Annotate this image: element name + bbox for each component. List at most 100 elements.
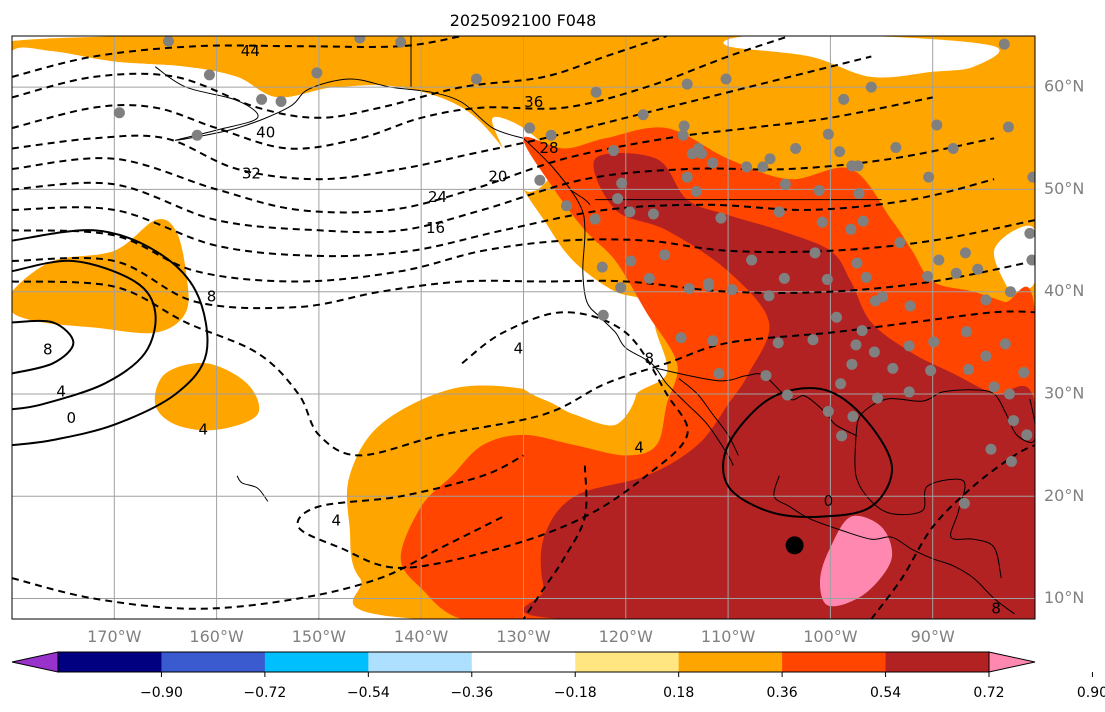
- contour-dashed-8: [12, 256, 1035, 310]
- colorbar-extend-low: [11, 651, 59, 673]
- contour-dashed-3: [12, 55, 872, 181]
- contour-label: 36: [524, 93, 543, 111]
- station-dot: [311, 67, 323, 79]
- coastline-segment-3: [854, 434, 1002, 579]
- station-dot: [850, 339, 862, 351]
- contour-label: 20: [488, 168, 507, 186]
- station-dot: [659, 249, 671, 261]
- station-dot: [726, 284, 738, 296]
- contour-dashed-10: [296, 311, 689, 569]
- contour-dashed-7: [12, 219, 1035, 283]
- colorbar-segment: [471, 652, 576, 672]
- station-dot: [836, 430, 848, 442]
- station-dot: [865, 81, 877, 93]
- station-dot: [838, 93, 850, 105]
- station-dot: [395, 36, 407, 48]
- colorbar-frame: [57, 651, 990, 673]
- lat-tick-label: 40°N: [1044, 281, 1084, 300]
- station-dot: [741, 161, 753, 173]
- contour-label: 0: [67, 409, 77, 427]
- fill-dark-red-0: [522, 152, 1035, 619]
- station-dot: [959, 247, 971, 259]
- station-dot: [681, 78, 693, 90]
- station-dot: [715, 212, 727, 224]
- station-dot: [847, 410, 859, 422]
- colorbar: [11, 651, 1036, 673]
- station-dot: [834, 146, 846, 158]
- station-dot: [988, 381, 1000, 393]
- contour-dashed-6: [12, 178, 995, 258]
- lon-tick-label: 140°W: [394, 627, 449, 646]
- station-dot: [1027, 171, 1035, 183]
- colorbar-tick-label: −0.54: [347, 685, 390, 701]
- lon-tick-label: 130°W: [496, 627, 551, 646]
- station-dot: [931, 119, 943, 131]
- station-dot: [809, 247, 821, 259]
- coastline-segment-6: [569, 188, 591, 206]
- station-markers: [113, 36, 1035, 509]
- station-dot: [928, 336, 940, 348]
- contour-dashed-5: [12, 137, 995, 234]
- station-dot: [845, 223, 857, 235]
- station-dot: [963, 363, 975, 375]
- station-dot: [947, 143, 959, 155]
- station-dot: [597, 309, 609, 321]
- station-dot: [720, 73, 732, 85]
- lon-tick-label: 150°W: [292, 627, 347, 646]
- station-dot: [857, 215, 869, 227]
- lat-tick-label: 10°N: [1044, 588, 1084, 607]
- station-dot: [950, 267, 962, 279]
- station-dot: [163, 36, 175, 47]
- contour-label: 24: [428, 188, 447, 206]
- fill-white-2: [723, 36, 1000, 78]
- lon-tick-label: 160°W: [189, 627, 244, 646]
- contour-label: 8: [43, 341, 53, 359]
- station-dot: [590, 86, 602, 98]
- contour-label: 32: [242, 165, 261, 183]
- lon-tick-label: 110°W: [701, 627, 756, 646]
- colorbar-tick-label: 0.36: [767, 685, 798, 701]
- colorbar-tick-label: 0.18: [663, 685, 694, 701]
- station-dot: [779, 178, 791, 190]
- colorbar-tick-labels: −0.90 −0.72 −0.54 −0.36 −0.18 0.18 0.36 0.54 0.7…: [140, 672, 1105, 701]
- station-dot: [999, 338, 1011, 350]
- station-dot: [922, 270, 934, 282]
- station-dot: [846, 358, 858, 370]
- station-dot: [813, 184, 825, 196]
- station-dot: [677, 129, 689, 141]
- station-dot: [933, 254, 945, 266]
- contour-label: 4: [634, 439, 644, 457]
- station-dot: [524, 122, 536, 134]
- station-dot: [868, 346, 880, 358]
- station-dot: [821, 273, 833, 285]
- station-dot: [904, 300, 916, 312]
- colorbar-tick-label: 0.90: [1077, 685, 1105, 701]
- lat-tick-label: 20°N: [1044, 486, 1084, 505]
- station-dot: [1003, 388, 1015, 400]
- station-dot: [860, 271, 872, 283]
- station-dot: [923, 171, 935, 183]
- colorbar-segment: [678, 652, 783, 672]
- station-dot: [615, 282, 627, 294]
- station-dot: [1002, 121, 1014, 133]
- colorbar-segment: [58, 652, 162, 672]
- contour-solid-16: [12, 229, 209, 447]
- station-dot: [790, 143, 802, 155]
- fill-white-3: [993, 225, 1035, 292]
- station-dot: [816, 216, 828, 228]
- lat-tick-label: 50°N: [1044, 179, 1084, 198]
- station-dot: [980, 294, 992, 306]
- coastline-segment-1: [678, 378, 739, 456]
- station-dot: [707, 335, 719, 347]
- colorbar-segment: [264, 652, 369, 672]
- station-dot: [903, 340, 915, 352]
- station-dot: [1026, 254, 1035, 266]
- station-dot: [1018, 367, 1030, 379]
- station-dot: [871, 392, 883, 404]
- station-dot: [1021, 429, 1033, 441]
- station-dot: [612, 193, 624, 205]
- contour-label: 0: [824, 492, 834, 510]
- station-dot: [678, 120, 690, 132]
- longitude-tick-labels: 170°W 160°W 150°W 140°W 130°W 120°W 110°W 100°W…: [87, 627, 955, 646]
- lon-tick-label: 170°W: [87, 627, 142, 646]
